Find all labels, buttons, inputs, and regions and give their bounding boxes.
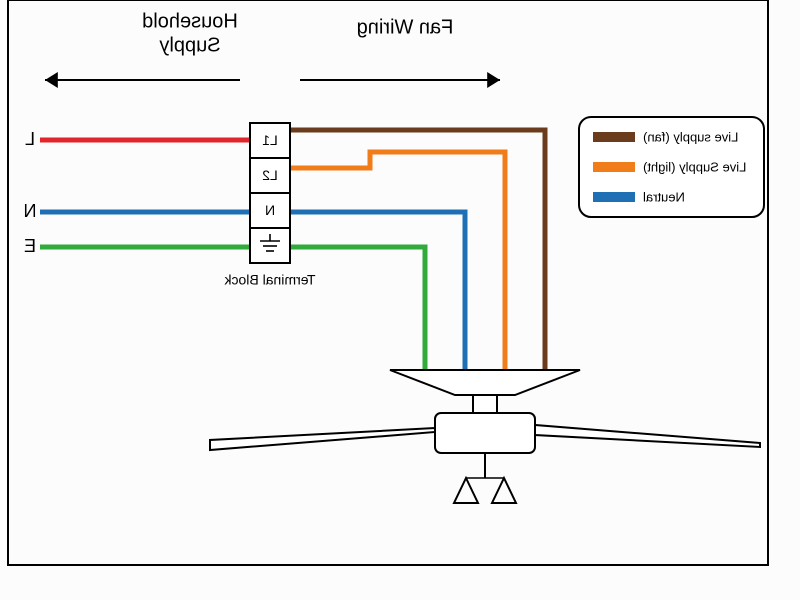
- svg-text:Live supply (fan): Live supply (fan): [643, 129, 738, 144]
- svg-text:Neutral: Neutral: [643, 189, 685, 204]
- svg-text:N: N: [24, 201, 37, 221]
- svg-text:Live Supply (light): Live Supply (light): [643, 159, 746, 174]
- svg-text:Fan Wiring: Fan Wiring: [357, 16, 454, 38]
- svg-text:E: E: [24, 236, 36, 256]
- svg-text:L2: L2: [262, 167, 278, 183]
- svg-text:Household: Household: [142, 10, 238, 32]
- svg-text:Terminal Block: Terminal Block: [223, 272, 315, 288]
- svg-text:L: L: [25, 129, 35, 149]
- wiring-diagram: Fan WiringHouseholdSupplyLNEL1L2NTermina…: [0, 0, 800, 600]
- svg-text:Supply: Supply: [159, 34, 220, 56]
- svg-text:L1: L1: [262, 132, 278, 148]
- svg-text:N: N: [265, 202, 275, 218]
